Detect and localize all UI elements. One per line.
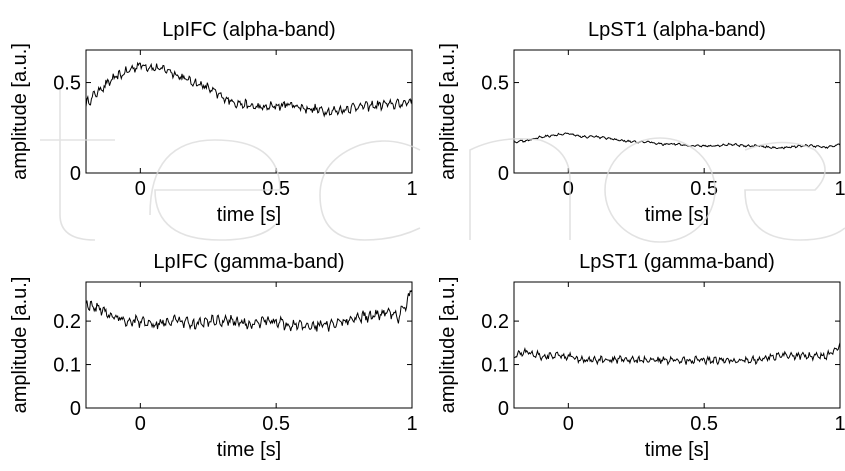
y-tick-label: 0	[70, 163, 81, 185]
series-line	[85, 61, 413, 118]
x-tick-label: 0.5	[690, 413, 718, 435]
chart-title: LpIFC (alpha-band)	[162, 19, 335, 41]
y-tick-label: 0.5	[481, 73, 509, 95]
x-tick-label: 0	[135, 413, 146, 435]
chart-title: LpST1 (gamma-band)	[579, 251, 775, 273]
x-tick-label: 0.5	[262, 413, 290, 435]
y-tick-label: 0	[498, 163, 509, 185]
plot-frame	[85, 281, 413, 409]
x-axis-label: time [s]	[645, 439, 709, 461]
x-axis-label: time [s]	[217, 204, 281, 226]
x-tick-label: 1	[834, 178, 845, 200]
x-tick-label: 0.5	[262, 178, 290, 200]
x-tick-label: 0.5	[690, 178, 718, 200]
y-tick-label: 0	[498, 398, 509, 420]
y-tick-label: 0	[70, 398, 81, 420]
chart-title: LpIFC (gamma-band)	[153, 251, 344, 273]
y-tick-label: 0.1	[481, 355, 509, 377]
x-tick-label: 1	[834, 413, 845, 435]
x-tick-label: 1	[406, 178, 417, 200]
x-axis-label: time [s]	[645, 204, 709, 226]
y-axis-label: amplitude [a.u.]	[437, 43, 459, 180]
y-tick-label: 0.2	[481, 311, 509, 333]
y-axis-label: amplitude [a.u.]	[9, 277, 31, 414]
x-axis-label: time [s]	[217, 439, 281, 461]
plot-frame	[513, 281, 841, 409]
x-tick-label: 1	[406, 413, 417, 435]
x-tick-label: 0	[563, 178, 574, 200]
x-tick-label: 0	[563, 413, 574, 435]
y-tick-label: 0.2	[53, 311, 81, 333]
chart-title: LpST1 (alpha-band)	[588, 19, 766, 41]
series-line	[85, 289, 413, 332]
panel-lpifc-gamma-band: LpIFC (gamma-band) 0 0.5 1 0 0.1 0.2 time [s] am…	[9, 251, 418, 461]
series-line	[513, 342, 841, 366]
y-tick-label: 0.5	[53, 73, 81, 95]
y-axis-label: amplitude [a.u.]	[9, 43, 31, 180]
y-tick-label: 0.1	[53, 355, 81, 377]
panel-lpst1-alpha-band: LpST1 (alpha-band) 0 0.5 1 0 0.5 time [s] ampli…	[437, 19, 845, 226]
x-tick-label: 0	[135, 178, 146, 200]
panel-lpst1-gamma-band: LpST1 (gamma-band) 0 0.5 1 0 0.1 0.2 time [s] am…	[437, 251, 845, 461]
y-axis-label: amplitude [a.u.]	[437, 277, 459, 414]
